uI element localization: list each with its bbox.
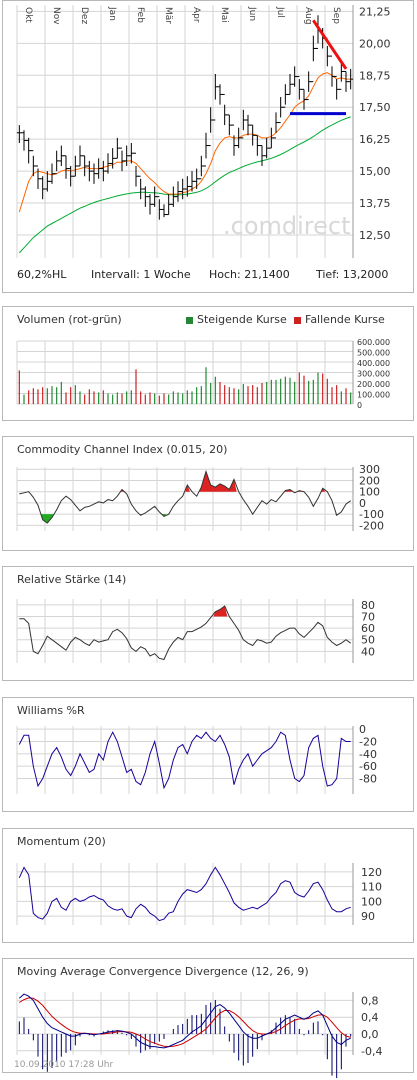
long-moving-average-line xyxy=(18,116,351,254)
month-label: Feb xyxy=(135,7,145,23)
month-label: Sep xyxy=(331,7,341,24)
volume-tick-label: 600.000 xyxy=(357,338,390,347)
macd-tick-label: 0,4 xyxy=(361,1011,379,1024)
overbought-area xyxy=(185,484,190,492)
short-moving-average-line xyxy=(18,72,351,213)
volume-panel: Volumen (rot-grün) Steigende Kurse Falle… xyxy=(2,306,414,421)
cci-tick-label: 100 xyxy=(359,486,380,499)
volume-tick-label: 100.000 xyxy=(357,391,390,400)
cci-tick-label: 300 xyxy=(359,463,380,476)
month-label: Mai xyxy=(219,7,229,23)
rsi-panel: Relative Stärke (14) 80 70 60 50 40 xyxy=(2,566,414,681)
price-tick-label: 20,00 xyxy=(359,37,391,50)
rsi-tick-label: 80 xyxy=(361,599,375,612)
momentum-tick-label: 120 xyxy=(361,866,382,879)
price-tick-label: 12,50 xyxy=(359,229,391,242)
price-tick-label: 21,25 xyxy=(359,5,391,18)
price-tick-label: 16,25 xyxy=(359,133,391,146)
volume-title: Volumen (rot-grün) xyxy=(17,313,122,326)
price-tick-label: 15,00 xyxy=(359,165,391,178)
month-label: Nov xyxy=(51,7,61,25)
month-label: Mär xyxy=(163,7,173,24)
volume-tick-label: 200.000 xyxy=(357,380,390,389)
rising-swatch xyxy=(186,316,193,324)
hl-percentage: 60,2%HL xyxy=(17,268,67,281)
volume-tick-label: 400.000 xyxy=(357,359,390,368)
williams-panel: Williams %R 0 -20 -40 -60 -80 xyxy=(2,697,414,812)
low-value: Tief: 13,2000 xyxy=(316,268,389,281)
macd-tick-label: -0,4 xyxy=(361,1045,382,1058)
price-chart: 21,25 20,00 18,75 17,50 16,25 15,00 13,75 12,50… xyxy=(16,5,391,258)
month-label: Jul xyxy=(275,6,285,18)
williams-line xyxy=(18,731,351,790)
cci-tick-label: 0 xyxy=(359,497,366,510)
cci-tick-label: 200 xyxy=(359,474,380,487)
cci-tick-label: -200 xyxy=(359,519,384,532)
price-tick-label: 17,50 xyxy=(359,101,391,114)
williams-title: Williams %R xyxy=(17,704,85,717)
falling-swatch xyxy=(294,316,301,324)
macd-line xyxy=(18,993,351,1049)
macd-tick-label: 0,0 xyxy=(361,1028,379,1041)
month-label: Jan xyxy=(107,6,117,21)
legend-rising-label: Steigende Kurse xyxy=(197,313,287,326)
momentum-panel: Momentum (20) 120 110 100 90 xyxy=(2,828,414,943)
rsi-tick-label: 40 xyxy=(361,645,375,658)
cci-tick-label: -100 xyxy=(359,508,384,521)
cci-title: Commodity Channel Index (0.015, 20) xyxy=(17,443,228,456)
momentum-tick-label: 90 xyxy=(361,910,375,923)
rsi-tick-label: 60 xyxy=(361,622,375,635)
rsi-tick-label: 70 xyxy=(361,610,375,623)
macd-panel: Moving Average Convergence Divergence (1… xyxy=(2,958,414,1079)
month-label: Apr xyxy=(191,7,201,23)
momentum-tick-label: 110 xyxy=(361,881,382,894)
macd-tick-label: 0,8 xyxy=(361,994,379,1007)
trend-line-red xyxy=(312,19,348,70)
williams-tick-label: -60 xyxy=(359,760,377,773)
williams-tick-label: -40 xyxy=(359,748,377,761)
volume-tick-label: 300.000 xyxy=(357,370,390,379)
volume-tick-label: 500.000 xyxy=(357,349,390,358)
williams-chart: 0-20-40-60-80 xyxy=(16,723,377,794)
price-tick-label: 13,75 xyxy=(359,197,391,210)
momentum-line xyxy=(18,866,351,922)
month-label: Aug xyxy=(303,7,313,25)
month-label: Dez xyxy=(79,7,89,24)
rsi-line xyxy=(19,605,351,661)
volume-legend-up: Steigende Kurse xyxy=(186,313,287,326)
watermark-text: .comdirect xyxy=(223,212,351,240)
volume-legend-down: Fallende Kurse xyxy=(294,313,385,326)
high-value: Hoch: 21,1400 xyxy=(209,268,290,281)
momentum-tick-label: 100 xyxy=(361,895,382,908)
volume-tick-label: 0 xyxy=(357,401,362,410)
oversold-area xyxy=(162,514,167,517)
momentum-title: Momentum (20) xyxy=(17,835,106,848)
price-tick-label: 18,75 xyxy=(359,69,391,82)
williams-tick-label: 0 xyxy=(359,723,366,736)
macd-title: Moving Average Convergence Divergence (1… xyxy=(17,965,309,978)
legend-falling-label: Fallende Kurse xyxy=(305,313,385,326)
timestamp: 10.09.2010 17:28 Uhr xyxy=(14,1060,114,1070)
williams-tick-label: -20 xyxy=(359,735,377,748)
cci-line xyxy=(19,469,351,524)
rsi-tick-label: 50 xyxy=(361,634,375,647)
cci-panel: Commodity Channel Index (0.015, 20) 300 2… xyxy=(2,436,414,551)
macd-chart: 0,8 0,4 0,0 -0,4 xyxy=(16,992,382,1079)
month-label: Okt xyxy=(23,7,33,23)
macd-signal-line xyxy=(19,997,351,1048)
williams-tick-label: -80 xyxy=(359,773,377,786)
month-label: Jun xyxy=(247,6,257,21)
price-chart-panel: 21,25 20,00 18,75 17,50 16,25 15,00 13,75 12,50… xyxy=(2,0,414,293)
overbought-area xyxy=(199,471,237,492)
oversold-area xyxy=(40,514,55,524)
interval-label: Intervall: 1 Woche xyxy=(91,268,191,281)
overbought-area xyxy=(213,605,228,617)
rsi-title: Relative Stärke (14) xyxy=(17,573,127,586)
